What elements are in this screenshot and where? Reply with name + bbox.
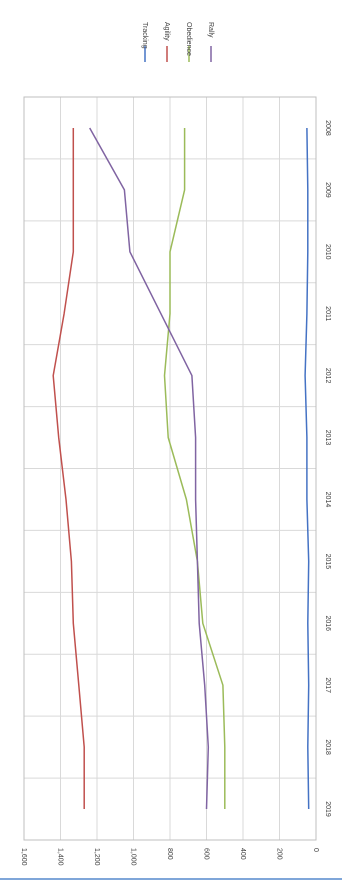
category-tick-label: 2009 — [324, 182, 331, 198]
value-tick-label: 1,200 — [93, 848, 100, 866]
category-tick-label: 2014 — [324, 492, 331, 508]
axis-layer: 0 200 400 600 800 1,000 1,200 1,400 1,600 2008 200… — [20, 120, 331, 865]
series-line-obedience — [163, 128, 226, 809]
value-tick-label: 800 — [166, 848, 173, 860]
category-tick-label: 2010 — [324, 244, 331, 260]
legend-label: Agility — [163, 22, 170, 41]
value-tick-label: 1,400 — [57, 848, 64, 866]
legend-label: Obedience — [185, 22, 192, 56]
series-line-rally — [89, 127, 210, 810]
category-tick-label: 2016 — [324, 616, 331, 632]
category-tick-label: 2015 — [324, 554, 331, 570]
category-tick-label: 2017 — [324, 677, 331, 693]
value-tick-label: 1,000 — [130, 848, 137, 866]
value-tick-label: 600 — [203, 848, 210, 860]
category-tick-label: 2019 — [324, 801, 331, 817]
category-tick-label: 2008 — [324, 120, 331, 136]
category-tick-label: 2018 — [324, 739, 331, 755]
legend: Tracking Agility Obedience Rally — [141, 22, 214, 62]
series-line-tracking — [304, 127, 310, 810]
legend-label: Rally — [207, 22, 214, 38]
grid-layer — [23, 96, 317, 841]
legend-label: Tracking — [141, 22, 148, 49]
value-tick-label: 400 — [239, 848, 246, 860]
value-tick-label: 200 — [276, 848, 283, 860]
category-tick-label: 2013 — [324, 430, 331, 446]
series-layer — [52, 127, 310, 810]
plot-border — [23, 96, 317, 841]
series-line-agility — [52, 128, 85, 809]
value-tick-label: 1,600 — [20, 848, 27, 866]
category-tick-label: 2012 — [324, 368, 331, 384]
bottom-border — [0, 878, 342, 880]
value-tick-label: 0 — [312, 848, 319, 852]
category-tick-label: 2011 — [324, 306, 331, 321]
